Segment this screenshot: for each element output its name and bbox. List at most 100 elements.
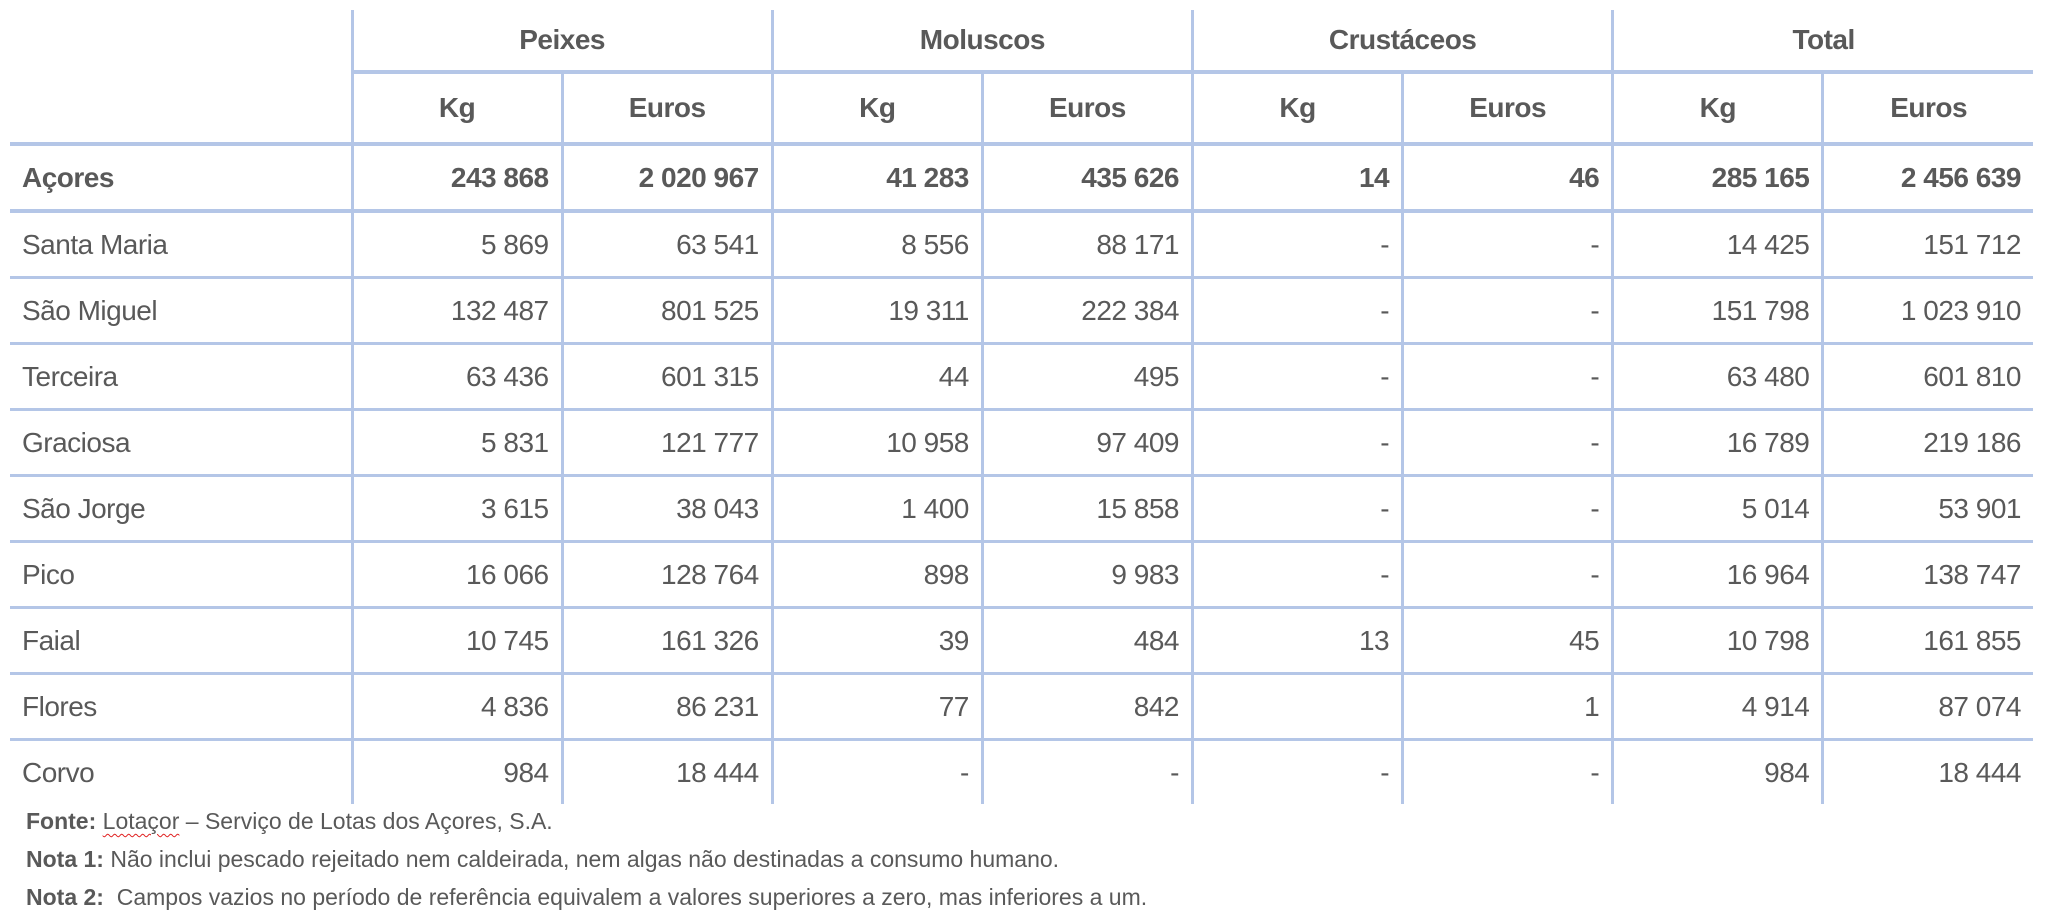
table-cell: 46 — [1401, 144, 1613, 213]
table-cell: 151 712 — [1821, 211, 2033, 279]
table-cell: 1 023 910 — [1821, 277, 2033, 345]
table-cell: 3 615 — [350, 475, 563, 543]
table-cell: 484 — [980, 607, 1193, 675]
table-cell: - — [1190, 211, 1403, 279]
source-label: Fonte: — [26, 808, 97, 834]
table-cell: 39 — [770, 607, 983, 675]
table-cell: 898 — [770, 541, 983, 609]
row-label: Corvo — [22, 756, 95, 788]
row-label: São Jorge — [10, 475, 352, 543]
table-cell: 161 326 — [560, 607, 773, 675]
subheader-kg: Kg — [1611, 72, 1823, 146]
table-cell: 18 444 — [560, 739, 773, 804]
table-cell: 14 — [1190, 144, 1403, 213]
table-cell: - — [1190, 541, 1403, 609]
table-cell: 121 777 — [560, 409, 773, 477]
table-cell: - — [1190, 475, 1403, 543]
table-cell: 63 541 — [560, 211, 773, 279]
table-cell: 5 014 — [1611, 475, 1823, 543]
table-cell: 285 165 — [1611, 144, 1823, 213]
table-cell: 435 626 — [980, 144, 1193, 213]
table-cell: 222 384 — [980, 277, 1193, 345]
table-cell: 16 789 — [1611, 409, 1823, 477]
corner-cell — [10, 10, 352, 72]
table-cell: 41 283 — [770, 144, 983, 213]
group-header-moluscos: Moluscos — [770, 10, 1193, 74]
table-cell: 15 858 — [980, 475, 1193, 543]
table-cell: 5 831 — [350, 409, 563, 477]
table-cell: - — [1401, 409, 1613, 477]
source-note: Fonte: Lotaçor – Serviço de Lotas dos Aç… — [26, 802, 1147, 840]
table-cell: - — [1401, 475, 1613, 543]
table-cell: 601 315 — [560, 343, 773, 411]
table-cell: 63 436 — [350, 343, 563, 411]
table-cell: 219 186 — [1821, 409, 2033, 477]
table-cell: 4 836 — [350, 673, 563, 741]
footnotes: Fonte: Lotaçor – Serviço de Lotas dos Aç… — [26, 802, 1147, 916]
table-cell: - — [1401, 277, 1613, 345]
group-header-crustaceos: Crustáceos — [1190, 10, 1613, 74]
table-row: São Jorge 3 615 38 043 1 400 15 858- -5 014 53… — [10, 475, 2033, 543]
table-cell: 495 — [980, 343, 1193, 411]
table-cell: 16 066 — [350, 541, 563, 609]
table-cell: 132 487 — [350, 277, 563, 345]
table-row: Pico 16 066 128 764 898 9 983- -16 964 138 747 — [10, 541, 2033, 609]
table-cell: 45 — [1401, 607, 1613, 675]
table-cell: 161 855 — [1821, 607, 2033, 675]
table-cell: 243 868 — [350, 144, 563, 213]
note-2: Nota 2: Campos vazios no período de refe… — [26, 878, 1147, 916]
table-cell: - — [1190, 409, 1403, 477]
subheader-euros: Euros — [1401, 72, 1613, 146]
subheader-kg: Kg — [1190, 72, 1403, 146]
table-cell: 10 958 — [770, 409, 983, 477]
table-cell: - — [1190, 343, 1403, 411]
table-row: Graciosa 5 831 121 777 10 958 97 409- -16 789… — [10, 409, 2033, 477]
table-cell: 984 — [350, 739, 563, 804]
table-cell: 10 745 — [350, 607, 563, 675]
table-cell: 86 231 — [560, 673, 773, 741]
table-cell: 53 901 — [1821, 475, 2033, 543]
subheader-euros: Euros — [560, 72, 773, 146]
table-body: Açores 243 868 2 020 967 41 283 435 626 14 46 2… — [10, 144, 2033, 804]
source-name: Lotaçor — [102, 808, 180, 834]
table-row: Flores 4 836 86 231 77 842 1 4 914 87 074 — [10, 673, 2033, 741]
row-label: Santa Maria — [10, 211, 352, 279]
group-header-total: Total — [1611, 10, 2033, 74]
table-cell: 1 400 — [770, 475, 983, 543]
note-1-label: Nota 1: — [26, 846, 104, 872]
group-header-row: Peixes Moluscos Crustáceos Total — [10, 10, 2033, 74]
note-2-label: Nota 2: — [26, 884, 104, 910]
table-cell: 984 — [1611, 739, 1823, 804]
row-label: Faial — [10, 607, 352, 675]
row-label: Terceira — [10, 343, 352, 411]
total-row: Açores 243 868 2 020 967 41 283 435 626 14 46 2… — [10, 144, 2033, 213]
table-cell: 842 — [980, 673, 1193, 741]
table-cell: 128 764 — [560, 541, 773, 609]
table-cell: 19 311 — [770, 277, 983, 345]
subheader-kg: Kg — [770, 72, 983, 146]
table-row: Terceira 63 436 601 315 44 495- -63 480 601 81… — [10, 343, 2033, 411]
subheader-kg: Kg — [350, 72, 563, 146]
corner-cell — [10, 72, 352, 146]
table-cell: - — [980, 739, 1193, 804]
table-cell: - — [1190, 277, 1403, 345]
table-cell: 18 444 — [1821, 739, 2033, 804]
table-cell: 1 — [1401, 673, 1613, 741]
table-cell: 38 043 — [560, 475, 773, 543]
note-1: Nota 1: Não inclui pescado rejeitado nem… — [26, 840, 1147, 878]
table-row: Corvo 984 18 444- - - -984 18 444 — [10, 739, 2033, 804]
row-label: Flores — [10, 673, 352, 741]
table-cell: - — [1190, 739, 1403, 804]
table-cell: 77 — [770, 673, 983, 741]
table-cell: 63 480 — [1611, 343, 1823, 411]
table-cell: 88 171 — [980, 211, 1193, 279]
table-cell: 601 810 — [1821, 343, 2033, 411]
note-2-text: Campos vazios no período de referência e… — [103, 884, 1148, 910]
group-header-peixes: Peixes — [350, 10, 773, 74]
table-cell: 87 074 — [1821, 673, 2033, 741]
table-cell: - — [1401, 343, 1613, 411]
table-row: Santa Maria 5 869 63 541 8 556 88 171- -14 42… — [10, 211, 2033, 279]
table-cell: 2 456 639 — [1821, 144, 2033, 213]
table-cell: 44 — [770, 343, 983, 411]
table-cell: 2 020 967 — [560, 144, 773, 213]
